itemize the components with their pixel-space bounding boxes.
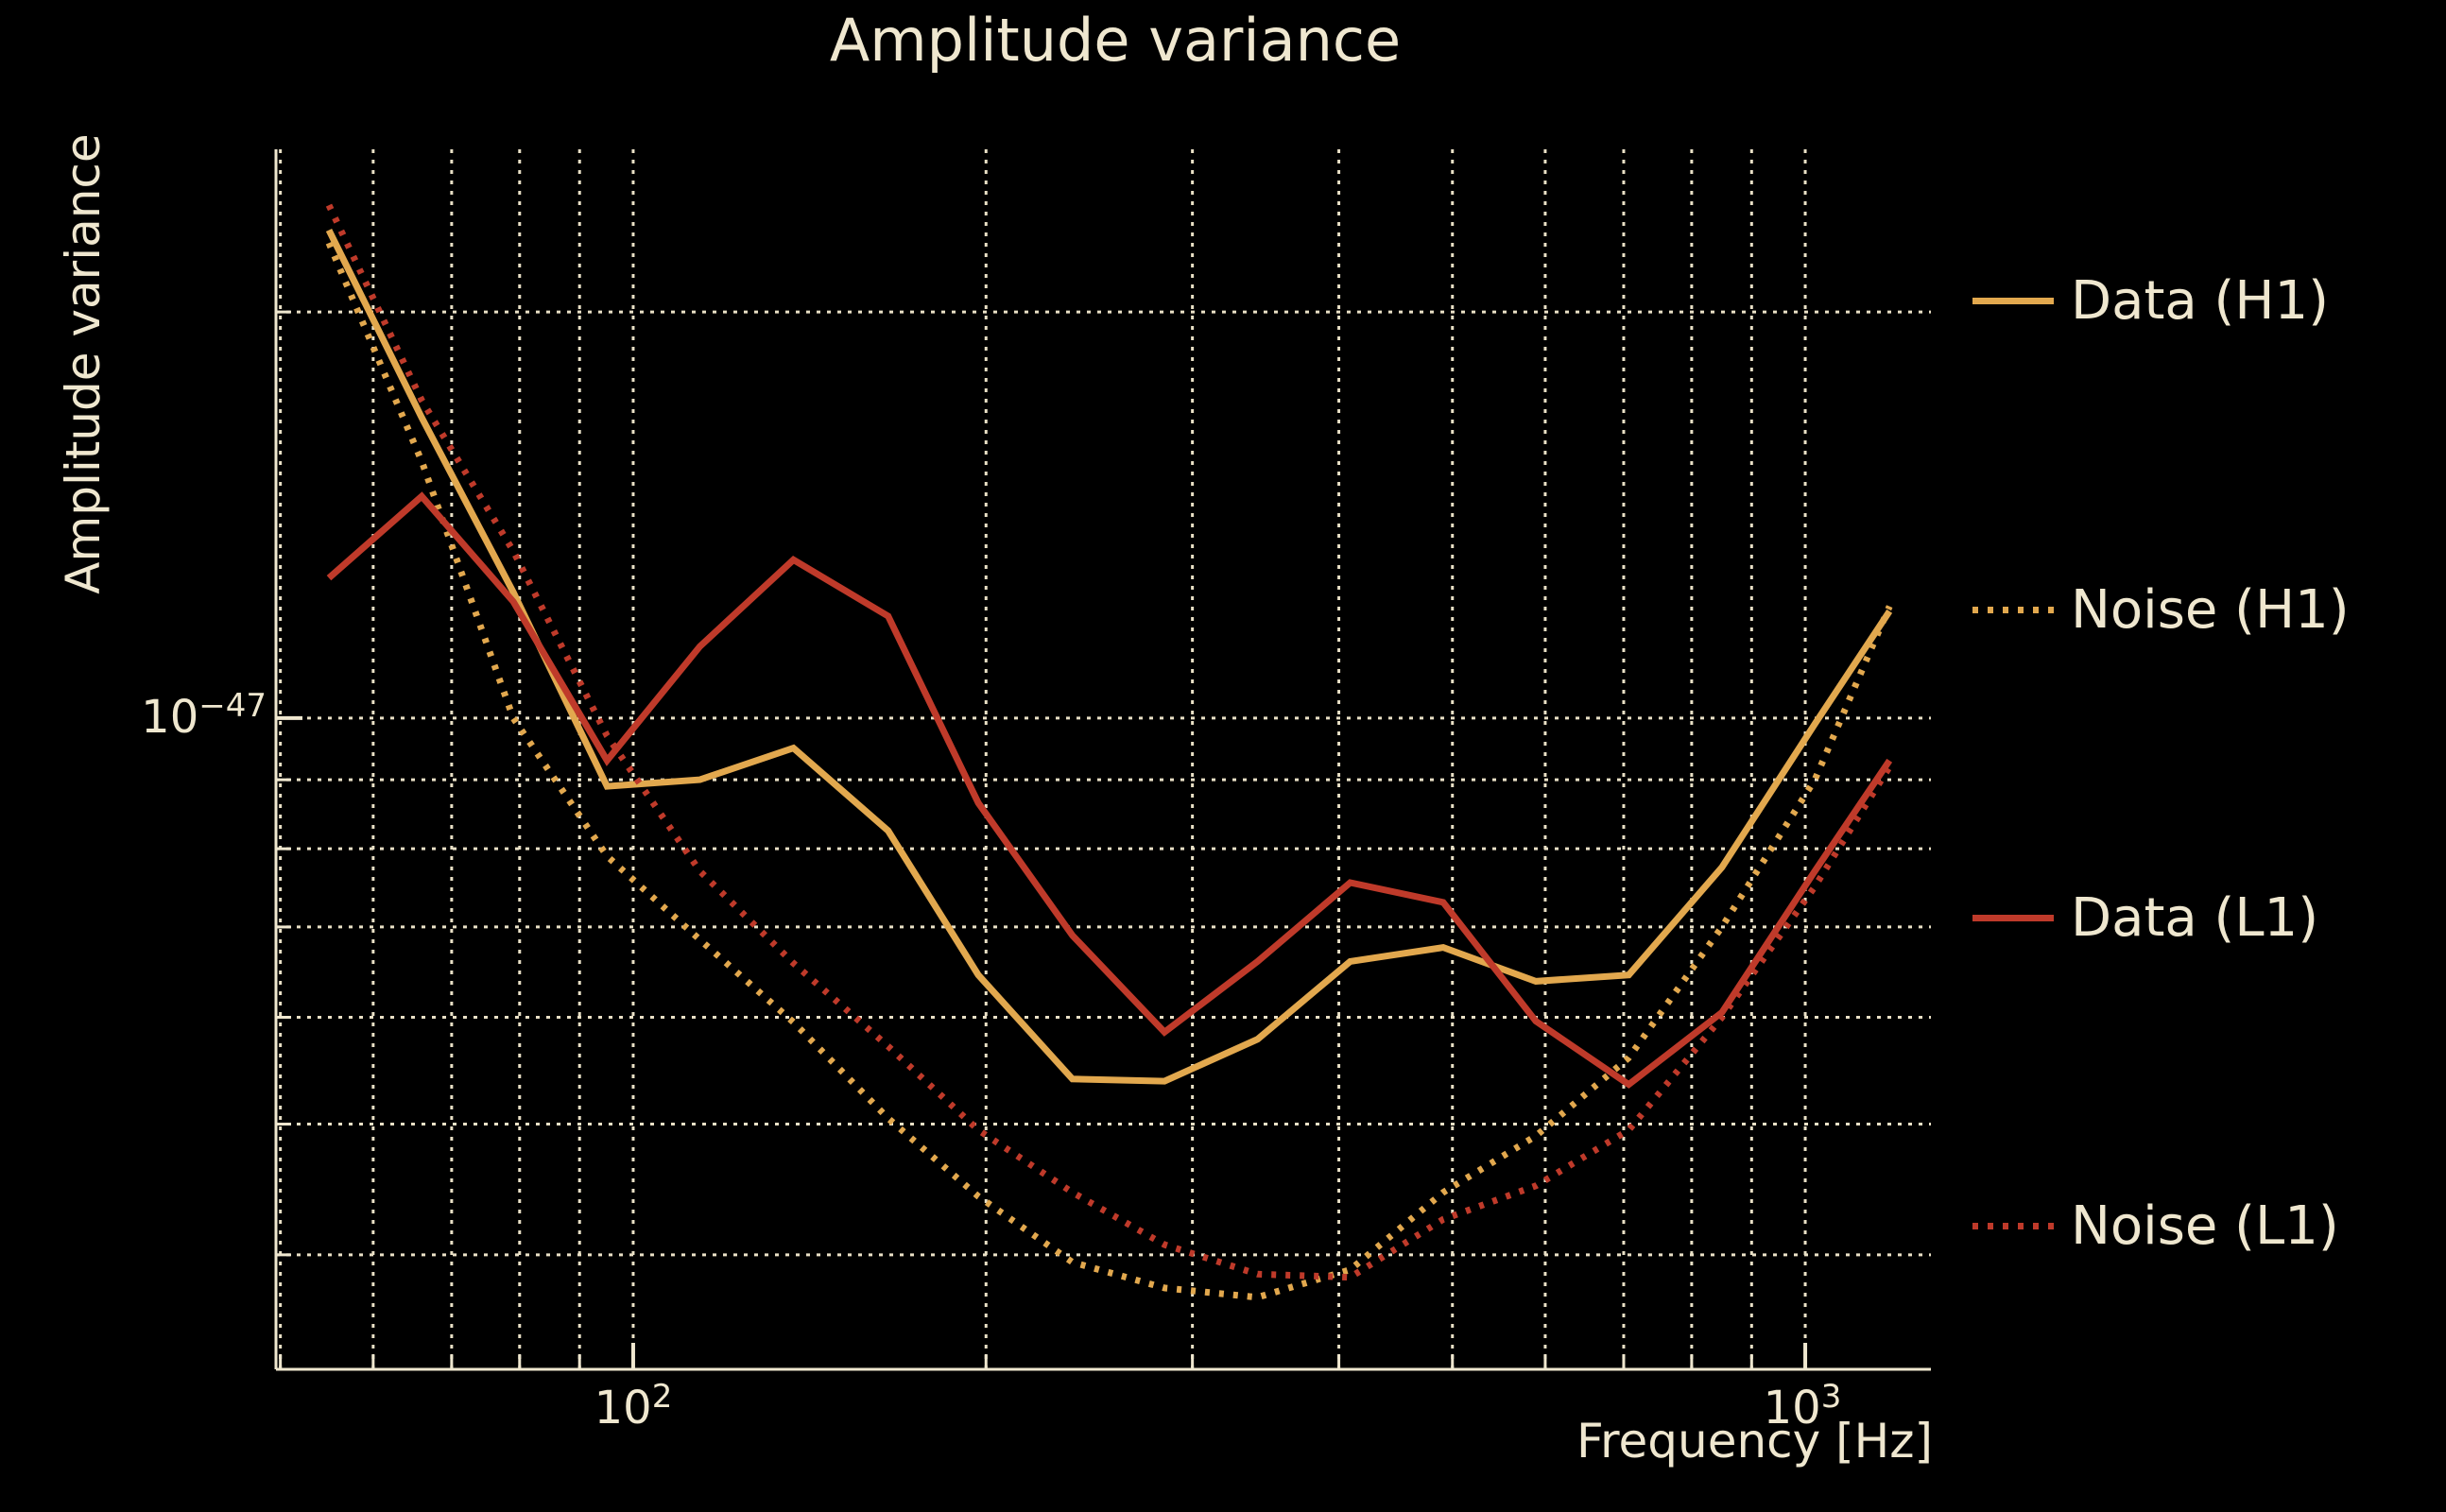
legend-entry-noise-l1: Noise (L1) (1972, 1194, 2339, 1257)
x-tick-exponent: 2 (651, 1378, 673, 1416)
legend-line-sample-dotted-gold (1972, 606, 2054, 613)
x-tick-exponent: 3 (1820, 1378, 1842, 1416)
x-tick-label-1000: 103 (1764, 1378, 1842, 1435)
x-axis-label: Frequency [Hz] (1576, 1414, 1933, 1469)
y-tick-label-1e-47: 10−47 (141, 687, 267, 744)
legend-entry-data-l1: Data (L1) (1972, 886, 2319, 949)
legend-entry-data-h1: Data (H1) (1972, 269, 2329, 332)
legend-label: Data (L1) (2071, 886, 2319, 949)
x-tick-label-100: 102 (594, 1378, 673, 1435)
y-tick-exponent: −47 (198, 687, 267, 725)
y-axis-label: Amplitude variance (56, 133, 111, 594)
legend-entry-noise-h1: Noise (H1) (1972, 578, 2350, 641)
x-tick-base: 10 (1763, 1382, 1821, 1435)
legend-line-sample-solid-red (1972, 914, 2054, 921)
legend-line-sample-solid-gold (1972, 297, 2054, 304)
x-tick-base: 10 (594, 1382, 652, 1435)
y-tick-base: 10 (141, 691, 199, 744)
chart-title: Amplitude variance (829, 6, 1402, 75)
legend-label: Noise (H1) (2071, 578, 2350, 641)
legend-label: Data (H1) (2071, 269, 2329, 332)
legend-label: Noise (L1) (2071, 1194, 2339, 1257)
legend-line-sample-dotted-red (1972, 1222, 2054, 1229)
